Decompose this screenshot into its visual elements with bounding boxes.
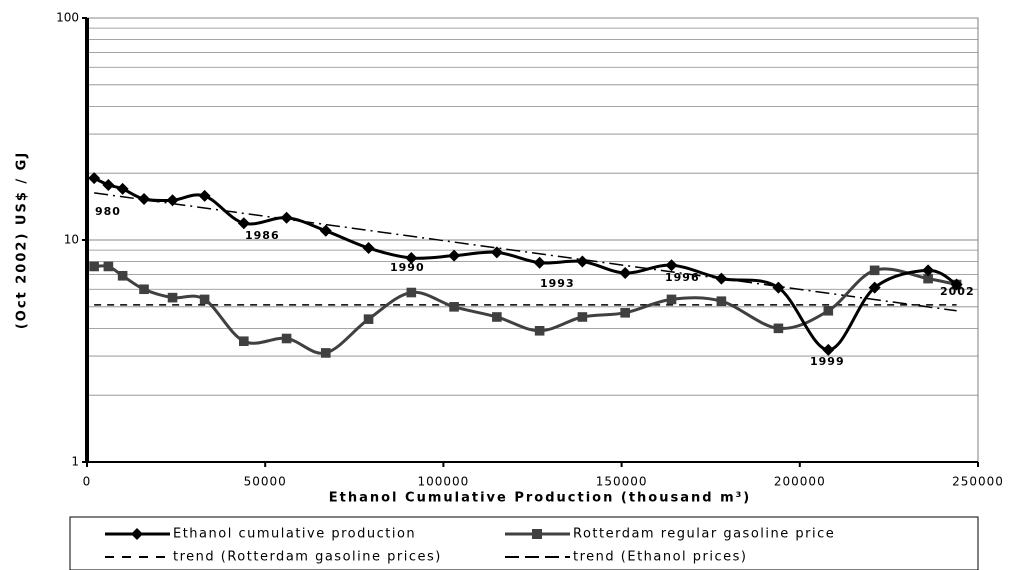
- y-tick-label: 1: [71, 455, 79, 469]
- point: [665, 259, 678, 272]
- point: [868, 281, 881, 294]
- point: [773, 323, 784, 334]
- x-tick-label: 100000: [417, 475, 469, 489]
- point: [405, 251, 418, 264]
- x-tick-label: 250000: [952, 475, 1004, 489]
- point: [533, 256, 546, 269]
- point: [138, 192, 151, 205]
- point: [319, 224, 332, 237]
- point: [492, 312, 502, 322]
- point: [239, 336, 249, 347]
- point: [117, 270, 128, 281]
- legend-marker: [131, 528, 143, 540]
- point: [950, 278, 963, 291]
- point: [923, 273, 933, 284]
- year-annotation: 1990: [390, 261, 425, 274]
- point: [237, 217, 250, 230]
- point: [280, 211, 293, 224]
- point: [666, 294, 677, 305]
- point: [166, 194, 179, 207]
- point: [281, 333, 292, 344]
- trend-line: [94, 192, 957, 312]
- point: [922, 264, 935, 277]
- y-tick-label: 10: [64, 233, 79, 247]
- x-tick-label: 150000: [596, 475, 648, 489]
- legend-label: trend (Rotterdam gasoline prices): [173, 550, 442, 565]
- point: [716, 296, 727, 307]
- point: [103, 261, 114, 272]
- point: [715, 272, 728, 285]
- point: [869, 265, 880, 276]
- point: [199, 294, 210, 305]
- point: [167, 292, 178, 303]
- point: [320, 348, 331, 358]
- point: [823, 305, 834, 316]
- point: [89, 261, 99, 272]
- point: [822, 343, 835, 356]
- year-annotation: 2002: [940, 285, 975, 298]
- year-annotation: 1999: [810, 355, 845, 368]
- legend: [69, 516, 979, 570]
- point: [448, 249, 461, 262]
- point: [449, 302, 459, 312]
- x-tick-label: 50000: [244, 475, 287, 489]
- point: [772, 281, 785, 294]
- x-axis-label: Ethanol Cumulative Production (thousand …: [329, 491, 752, 506]
- y-axis-label: (Oct 2002) US$ / GJ: [15, 151, 30, 329]
- x-tick-label: 0: [83, 475, 92, 489]
- point: [102, 178, 115, 191]
- legend-label: trend (Ethanol prices): [573, 550, 748, 565]
- point: [139, 284, 149, 295]
- point: [576, 255, 589, 268]
- point: [88, 172, 101, 185]
- legend-label: Rotterdam regular gasoline price: [573, 527, 835, 542]
- point: [577, 312, 588, 322]
- point: [620, 307, 630, 318]
- point: [362, 242, 375, 255]
- year-annotation: 1996: [665, 271, 700, 284]
- year-annotation: 1986: [245, 229, 280, 242]
- year-annotation: 980: [95, 205, 121, 218]
- point: [198, 189, 211, 202]
- point: [534, 325, 545, 336]
- x-tick-label: 200000: [774, 475, 826, 489]
- point: [406, 287, 417, 298]
- point: [490, 246, 503, 259]
- point: [363, 314, 374, 324]
- point: [116, 182, 129, 195]
- year-annotation: 1993: [540, 277, 575, 290]
- series-line: [93, 176, 958, 352]
- y-tick-label: 100: [56, 11, 79, 25]
- legend-label: Ethanol cumulative production: [173, 527, 416, 542]
- legend-marker: [532, 529, 542, 539]
- point: [619, 267, 632, 280]
